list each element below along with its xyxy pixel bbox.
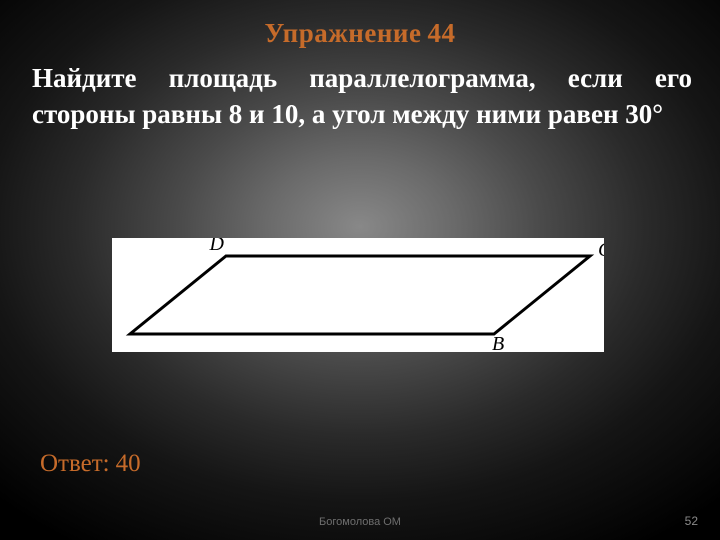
problem-statement: Найдите площадь параллелограмма, если ег… bbox=[32, 60, 692, 133]
title-number: 44 bbox=[427, 18, 455, 48]
vertex-label-D: D bbox=[209, 238, 225, 255]
vertex-label-B: B bbox=[492, 333, 504, 352]
answer-label: Ответ: bbox=[40, 450, 110, 477]
page-number: 52 bbox=[685, 514, 698, 528]
vertex-label-C: C bbox=[598, 239, 604, 261]
answer-line: Ответ:40 bbox=[40, 450, 141, 478]
footer-author: Богомолова ОМ bbox=[0, 516, 720, 528]
parallelogram-figure: ABCD bbox=[112, 238, 604, 352]
exercise-title: Упражнение44 bbox=[0, 0, 720, 49]
parallelogram-svg: ABCD bbox=[112, 238, 604, 352]
answer-value: 40 bbox=[116, 450, 141, 477]
title-word: Упражнение bbox=[265, 18, 422, 48]
